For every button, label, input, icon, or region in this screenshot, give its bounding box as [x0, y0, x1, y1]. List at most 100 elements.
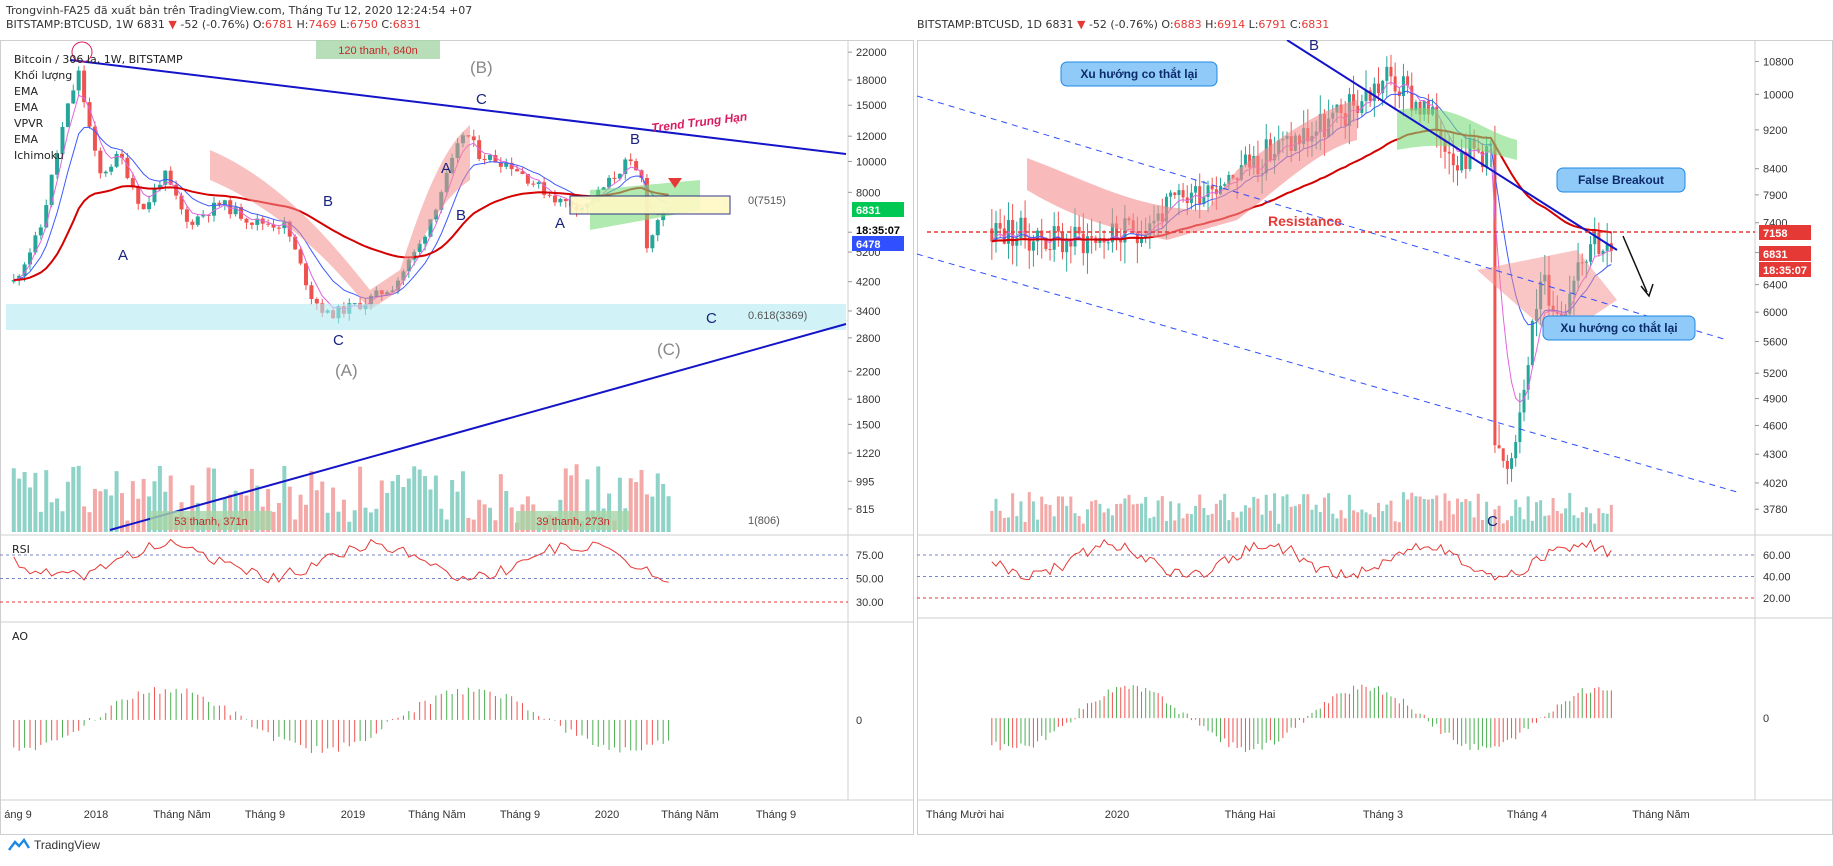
volume-bar [1526, 496, 1530, 532]
volume-bar [644, 494, 649, 532]
candle-body [655, 220, 660, 236]
x-tick-label: 2018 [84, 809, 108, 821]
candle-body [190, 221, 195, 225]
candle-body [1493, 143, 1497, 446]
volume-bar [320, 481, 325, 532]
y-tick-label: 7900 [1763, 190, 1787, 202]
volume-bar [1435, 495, 1439, 532]
range-box-label: 39 thanh, 273n [536, 516, 609, 528]
volume-bar [82, 506, 87, 532]
volume-bar [1036, 519, 1040, 532]
volume-bar [1131, 504, 1135, 532]
volume-bar [1543, 515, 1547, 532]
volume-bar [336, 511, 341, 532]
volume-bar [390, 481, 395, 532]
candle-body [547, 194, 552, 196]
volume-bar [1256, 498, 1260, 532]
candle-body [1198, 186, 1202, 204]
x-tick-label: Tháng 9 [500, 809, 540, 821]
price-tag-label: 18:35:07 [1763, 265, 1807, 277]
volume-bar [1539, 500, 1543, 532]
y-tick-label: 4900 [1763, 394, 1787, 406]
volume-bar [125, 520, 130, 532]
y-tick-label: 4300 [1763, 449, 1787, 461]
volume-bar [1185, 513, 1189, 532]
volume-bar [282, 466, 287, 532]
candle-body [1140, 237, 1144, 244]
candle-body [1048, 249, 1052, 251]
weekly-chart-panel[interactable]: 2200018000150001200010000800060005200420… [0, 40, 914, 835]
volume-bar [482, 504, 487, 532]
volume-bar [1144, 497, 1148, 532]
volume-bar [385, 492, 390, 532]
volume-bar [1572, 515, 1576, 532]
volume-bar [147, 496, 152, 532]
candle-body [1518, 412, 1522, 442]
candle-body [1219, 185, 1223, 195]
volume-bar [1065, 505, 1069, 532]
candle-body [1069, 238, 1073, 247]
candle-body [542, 182, 547, 195]
candle-body [1451, 153, 1455, 166]
rsi-tick-label: 50.00 [856, 574, 884, 586]
y-tick-label: 12000 [856, 131, 887, 143]
y-tick-label: 10800 [1763, 57, 1794, 69]
volume-bar [1085, 509, 1089, 532]
daily-chart-panel[interactable]: 1080010000920084007900740069006400600056… [917, 40, 1833, 835]
volume-bar [1555, 511, 1559, 532]
volume-bar [28, 487, 32, 532]
candle-body [1381, 80, 1385, 94]
volume-bar [76, 465, 81, 532]
candle-body [22, 264, 27, 276]
volume-bar [1090, 501, 1094, 532]
candle-body [423, 236, 428, 244]
candle-body [1073, 226, 1077, 247]
callout-box [1542, 315, 1696, 341]
left-open: 6781 [265, 18, 293, 31]
range-box-label: 120 thanh, 840n [338, 45, 418, 57]
candle-body [994, 223, 998, 242]
x-tick-label: Tháng Năm [661, 809, 718, 821]
candle-body [103, 171, 108, 174]
right-down-arrow-icon: ▼ [1076, 18, 1086, 31]
volume-bar [1173, 520, 1177, 532]
wave-label: C [333, 332, 344, 349]
volume-bar [1293, 505, 1297, 532]
volume-bar [1401, 492, 1405, 532]
candle-body [222, 200, 227, 205]
wave-label: B [456, 207, 466, 224]
candle-body [293, 236, 298, 250]
volume-bar [596, 466, 601, 532]
candle-body [520, 171, 525, 175]
candle-body [282, 221, 287, 229]
volume-bar [92, 488, 97, 532]
right-symbol-line: BITSTAMP:BTCUSD, 1D 6831 ▼ -52 (-0.76%) … [917, 18, 1330, 31]
candle-body [1119, 239, 1123, 243]
volume-bar [1410, 492, 1414, 532]
ichimoku-cloud-green [1397, 107, 1517, 160]
candle-body [1144, 235, 1148, 238]
candle-body [233, 207, 238, 215]
volume-bar [563, 468, 568, 532]
volume-bar [1148, 518, 1152, 532]
price-tag-label: 6831 [1763, 249, 1787, 261]
wave-label: (C) [657, 340, 681, 359]
candle-body [147, 202, 152, 210]
volume-bar [1347, 494, 1351, 532]
volume-bar [1094, 499, 1098, 532]
candle-body [1601, 250, 1605, 255]
right-symbol: BITSTAMP:BTCUSD, 1D 6831 [917, 18, 1074, 31]
volume-bar [358, 466, 363, 532]
volume-bar [314, 490, 319, 532]
candle-body [504, 162, 509, 167]
ema-line-blue [13, 126, 669, 299]
y-tick-label: 9200 [1763, 125, 1787, 137]
volume-bar [1214, 503, 1218, 532]
y-tick-label: 10000 [1763, 89, 1794, 101]
trend-line-upper [69, 59, 847, 155]
candle-body [482, 158, 487, 160]
volume-bar [1356, 512, 1360, 532]
y-tick-label: 22000 [856, 47, 887, 59]
candle-body [1081, 233, 1085, 254]
volume-bar [271, 511, 276, 532]
